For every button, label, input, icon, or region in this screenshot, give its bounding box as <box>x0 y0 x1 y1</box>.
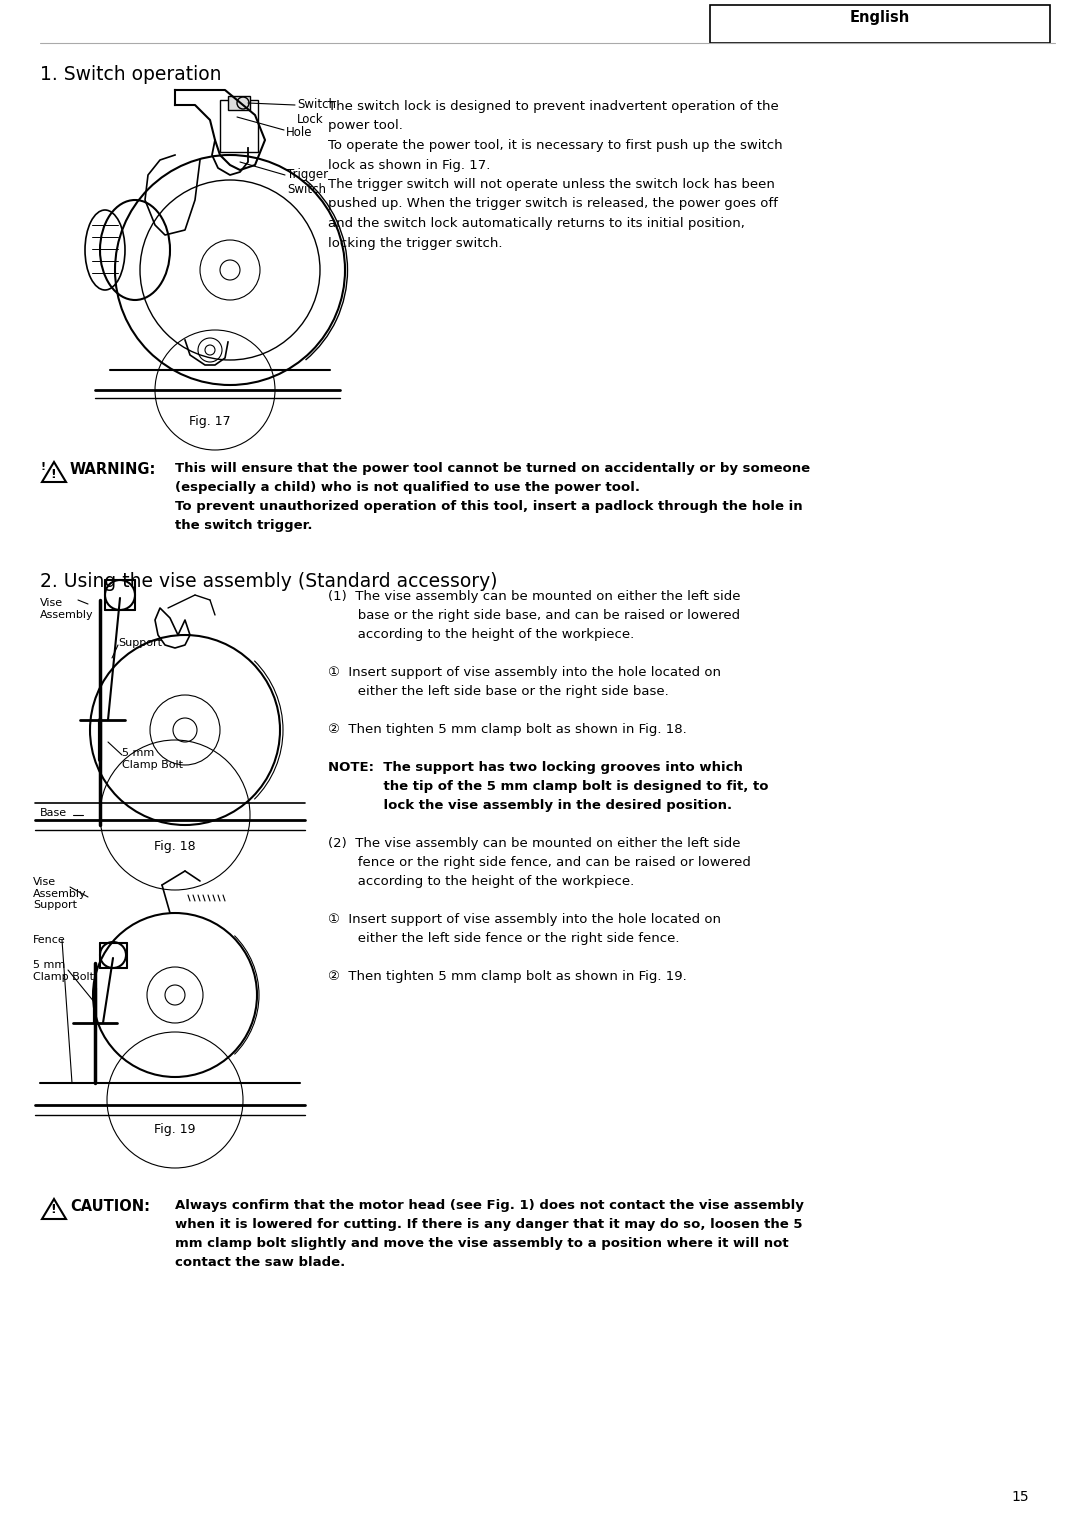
Text: Base: Base <box>40 808 67 817</box>
Text: This will ensure that the power tool cannot be turned on accidentally or by some: This will ensure that the power tool can… <box>175 461 810 475</box>
Text: 5 mm
Clamp Bolt: 5 mm Clamp Bolt <box>33 960 94 981</box>
Text: CAUTION:: CAUTION: <box>70 1199 150 1215</box>
Text: Fig. 17: Fig. 17 <box>189 416 231 428</box>
Text: ②  Then tighten 5 mm clamp bolt as shown in Fig. 18.: ② Then tighten 5 mm clamp bolt as shown … <box>328 723 687 736</box>
Text: !: ! <box>40 461 45 472</box>
Text: !: ! <box>50 1203 56 1216</box>
Text: locking the trigger switch.: locking the trigger switch. <box>328 237 502 249</box>
Text: (1)  The vise assembly can be mounted on either the left side: (1) The vise assembly can be mounted on … <box>328 590 741 604</box>
Bar <box>228 96 249 110</box>
Text: pushed up. When the trigger switch is released, the power goes off: pushed up. When the trigger switch is re… <box>328 197 778 211</box>
Text: ②  Then tighten 5 mm clamp bolt as shown in Fig. 19.: ② Then tighten 5 mm clamp bolt as shown … <box>328 970 687 983</box>
Text: lock the vise assembly in the desired position.: lock the vise assembly in the desired po… <box>328 799 732 811</box>
Text: Vise
Assembly
Support: Vise Assembly Support <box>33 877 86 911</box>
Text: ①  Insert support of vise assembly into the hole located on: ① Insert support of vise assembly into t… <box>328 666 721 678</box>
Text: Vise
Assembly: Vise Assembly <box>40 597 94 619</box>
Text: Fig. 18: Fig. 18 <box>154 840 195 853</box>
Bar <box>710 5 1050 43</box>
Text: (2)  The vise assembly can be mounted on either the left side: (2) The vise assembly can be mounted on … <box>328 837 741 850</box>
Text: Fence: Fence <box>33 935 66 944</box>
Text: and the switch lock automatically returns to its initial position,: and the switch lock automatically return… <box>328 217 745 231</box>
Text: either the left side base or the right side base.: either the left side base or the right s… <box>328 685 669 698</box>
Text: WARNING:: WARNING: <box>70 461 157 477</box>
Text: English: English <box>850 11 910 24</box>
Text: 2. Using the vise assembly (Standard accessory): 2. Using the vise assembly (Standard acc… <box>40 571 498 591</box>
Text: 15: 15 <box>1011 1490 1029 1504</box>
Text: To operate the power tool, it is necessary to first push up the switch: To operate the power tool, it is necessa… <box>328 139 783 151</box>
Text: (especially a child) who is not qualified to use the power tool.: (especially a child) who is not qualifie… <box>175 481 640 494</box>
Text: NOTE:  The support has two locking grooves into which: NOTE: The support has two locking groove… <box>328 761 743 775</box>
Text: according to the height of the workpiece.: according to the height of the workpiece… <box>328 628 634 642</box>
Text: The trigger switch will not operate unless the switch lock has been: The trigger switch will not operate unle… <box>328 177 774 191</box>
Text: 5 mm
Clamp Bolt: 5 mm Clamp Bolt <box>122 749 183 770</box>
Text: ①  Insert support of vise assembly into the hole located on: ① Insert support of vise assembly into t… <box>328 914 721 926</box>
Text: Trigger
Switch: Trigger Switch <box>287 168 328 196</box>
Text: Support: Support <box>118 639 162 648</box>
Text: mm clamp bolt slightly and move the vise assembly to a position where it will no: mm clamp bolt slightly and move the vise… <box>175 1238 788 1250</box>
Text: The switch lock is designed to prevent inadvertent operation of the: The switch lock is designed to prevent i… <box>328 99 779 113</box>
Text: according to the height of the workpiece.: according to the height of the workpiece… <box>328 876 634 888</box>
Text: lock as shown in Fig. 17.: lock as shown in Fig. 17. <box>328 159 490 171</box>
Text: the tip of the 5 mm clamp bolt is designed to fit, to: the tip of the 5 mm clamp bolt is design… <box>328 779 769 793</box>
Text: Always confirm that the motor head (see Fig. 1) does not contact the vise assemb: Always confirm that the motor head (see … <box>175 1199 804 1212</box>
Text: contact the saw blade.: contact the saw blade. <box>175 1256 346 1268</box>
Text: when it is lowered for cutting. If there is any danger that it may do so, loosen: when it is lowered for cutting. If there… <box>175 1218 802 1232</box>
Text: 1. Switch operation: 1. Switch operation <box>40 66 221 84</box>
Text: Hole: Hole <box>286 125 312 139</box>
Text: fence or the right side fence, and can be raised or lowered: fence or the right side fence, and can b… <box>328 856 751 869</box>
Text: Fig. 19: Fig. 19 <box>154 1123 195 1135</box>
Text: base or the right side base, and can be raised or lowered: base or the right side base, and can be … <box>328 610 740 622</box>
Bar <box>220 99 258 151</box>
Text: either the left side fence or the right side fence.: either the left side fence or the right … <box>328 932 679 944</box>
Text: power tool.: power tool. <box>328 119 403 133</box>
Text: Switch
Lock: Switch Lock <box>297 98 336 125</box>
Text: the switch trigger.: the switch trigger. <box>175 520 312 532</box>
Text: !: ! <box>50 468 56 481</box>
Text: To prevent unauthorized operation of this tool, insert a padlock through the hol: To prevent unauthorized operation of thi… <box>175 500 802 513</box>
